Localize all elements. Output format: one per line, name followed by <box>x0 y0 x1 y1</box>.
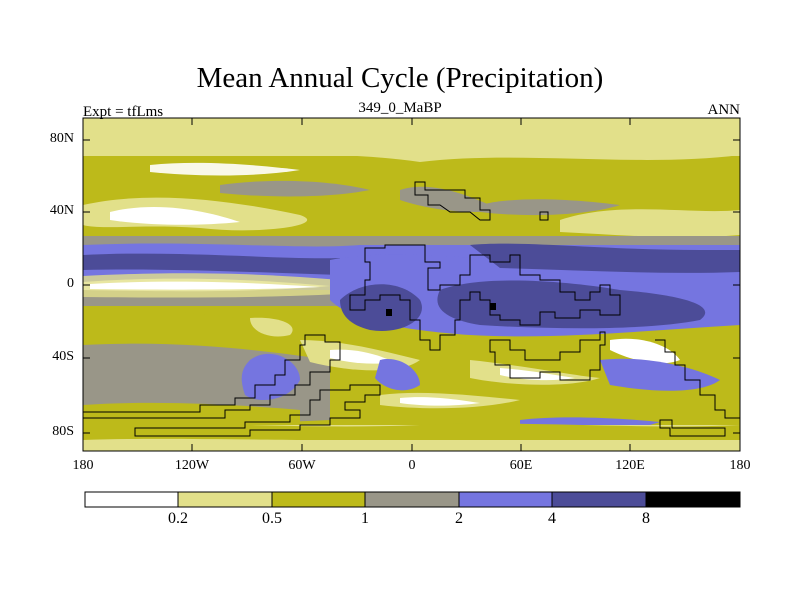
x-tick-label: 120W <box>174 458 210 473</box>
y-tick-label: 80N <box>49 131 74 146</box>
colorbar-swatch <box>177 491 273 508</box>
y-tick-label: 0 <box>67 276 74 291</box>
colorbar-swatch <box>458 491 553 508</box>
coastlines <box>82 181 740 437</box>
period-label: 349_0_MaBP <box>358 100 442 116</box>
x-tick-label: 120E <box>615 458 645 473</box>
colorbar-label: 0.5 <box>262 510 282 527</box>
colorbar-swatch <box>645 491 741 508</box>
x-tick-label: 180 <box>729 458 751 473</box>
x-tick-label: 60E <box>509 458 533 473</box>
colorbar <box>84 491 741 508</box>
x-tick-label: 0 <box>408 458 416 473</box>
y-tick-label: 40N <box>49 203 74 218</box>
colorbar-label: 4 <box>548 510 556 527</box>
colorbar-label: 1 <box>361 510 369 527</box>
colorbar-swatch <box>364 491 460 508</box>
x-tick-label: 180 <box>72 458 94 473</box>
colorbar-swatch <box>551 491 647 508</box>
precip-field <box>83 118 740 451</box>
experiment-label: Expt = tfLms <box>83 104 164 120</box>
colorbar-swatch <box>271 491 366 508</box>
colorbar-label: 2 <box>455 510 463 527</box>
colorbar-label: 0.2 <box>168 510 188 527</box>
y-tick-label: 80S <box>52 424 74 439</box>
x-tick-label: 60W <box>288 458 316 473</box>
plot-frame <box>82 117 741 452</box>
colorbar-label: 8 <box>642 510 650 527</box>
colorbar-swatch <box>84 491 179 508</box>
chart-title: Mean Annual Cycle (Precipitation) <box>196 62 604 94</box>
y-tick-label: 40S <box>52 349 74 364</box>
season-label: ANN <box>707 102 741 118</box>
